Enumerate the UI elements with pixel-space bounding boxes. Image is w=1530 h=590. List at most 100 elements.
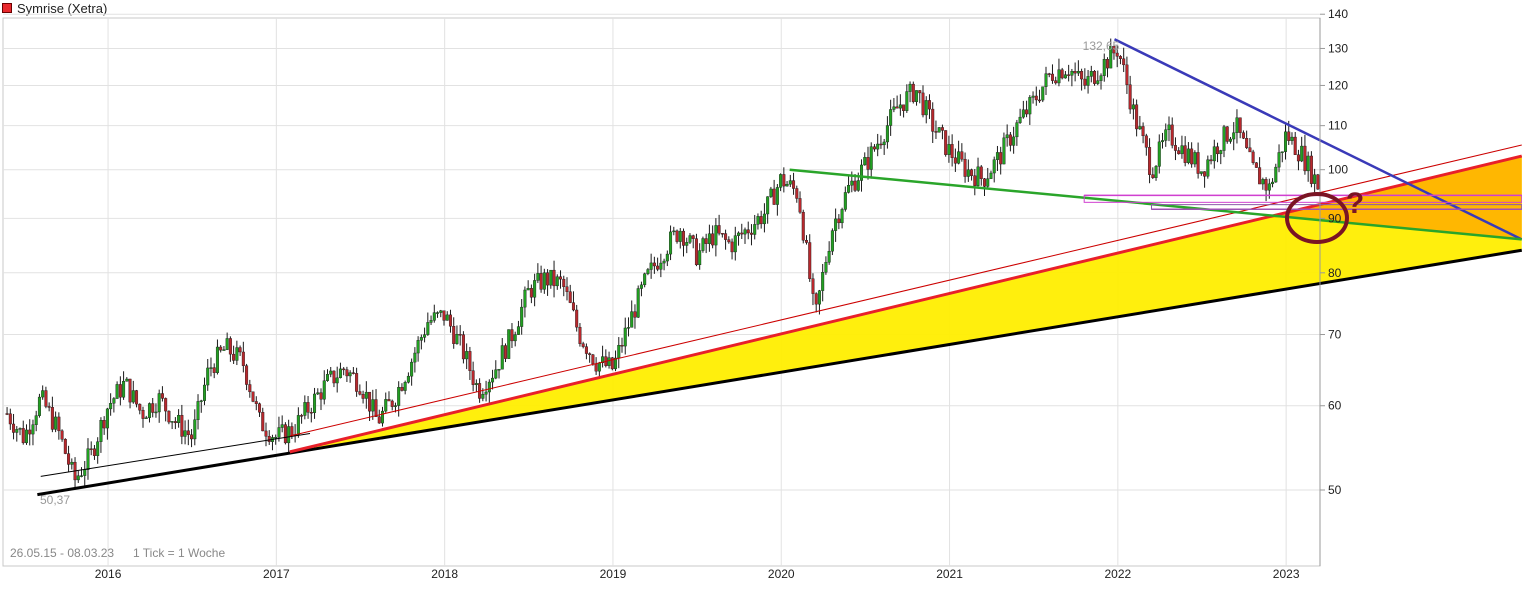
candle-body [105, 408, 109, 429]
candle-body [258, 403, 262, 413]
candle-body [290, 426, 294, 436]
candle-body [448, 314, 452, 327]
candle-body [526, 288, 530, 291]
candle-body [688, 235, 692, 243]
candle-body [115, 384, 119, 399]
candle-body [63, 439, 67, 454]
candle-body [989, 172, 993, 179]
candle-body [691, 235, 695, 239]
candle-body [1031, 95, 1035, 98]
candle-body [338, 368, 342, 379]
candle-body [707, 233, 711, 244]
candle-body [1144, 135, 1148, 148]
x-tick-label: 2023 [1273, 567, 1300, 581]
candle-body [474, 383, 478, 385]
candle-body [1138, 126, 1142, 130]
candle-body [154, 411, 158, 414]
candle-body [966, 169, 970, 177]
candle-body [882, 141, 886, 146]
candle-body [429, 320, 433, 323]
candle-body [1076, 71, 1080, 74]
candle-body [727, 239, 731, 243]
candle-body [452, 326, 456, 344]
candle-body [1057, 69, 1061, 84]
candle-body [1135, 104, 1139, 130]
candle-body [769, 188, 773, 197]
candle-body [1303, 145, 1307, 172]
candle-body [1280, 151, 1284, 153]
candle-body [34, 415, 38, 425]
candle-body [306, 402, 310, 413]
candle-body [1025, 109, 1029, 115]
candle-body [1225, 126, 1229, 142]
candle-body [261, 412, 265, 432]
candle-body [468, 351, 472, 371]
candle-body [319, 392, 323, 400]
candle-body [704, 238, 708, 244]
candle-body [264, 430, 268, 437]
support-band [1151, 204, 1522, 210]
candle-body [850, 180, 854, 186]
candle-body [423, 334, 427, 338]
candle-body [737, 232, 741, 236]
y-tick-label: 110 [1328, 119, 1347, 133]
candle-body [795, 188, 799, 199]
candle-body [193, 419, 197, 440]
candle-body [1190, 148, 1194, 165]
candle-body [1203, 171, 1207, 177]
candle-body [303, 402, 307, 416]
candle-body [1128, 84, 1132, 110]
candle-body [947, 144, 951, 155]
candle-body [555, 276, 559, 287]
candle-body [578, 326, 582, 344]
candle-body [248, 384, 252, 393]
candle-body [377, 416, 381, 424]
candle-body [70, 461, 74, 465]
candle-body [15, 429, 19, 433]
candle-body [1044, 73, 1048, 87]
y-tick-label: 130 [1328, 41, 1348, 55]
trendline-support-black [37, 248, 1522, 497]
candle-body [1167, 124, 1171, 130]
candle-body [756, 216, 760, 225]
candle-body [1151, 174, 1155, 178]
series-color-swatch [2, 3, 12, 13]
candle-body [1012, 136, 1016, 146]
y-tick-label: 60 [1328, 399, 1342, 413]
candle-body [1122, 58, 1126, 66]
candle-body [1050, 73, 1054, 81]
candle-body [57, 416, 61, 432]
candle-body [571, 302, 575, 311]
candle-body [834, 218, 838, 231]
candle-body [461, 334, 465, 360]
y-tick-label: 90 [1328, 211, 1342, 225]
candle-body [1131, 104, 1135, 110]
candle-body [1261, 179, 1265, 185]
chart-title: Symrise (Xetra) [17, 0, 108, 16]
candle-body [1235, 117, 1239, 133]
candle-body [1028, 97, 1032, 115]
candle-body [296, 415, 300, 435]
candle-body [766, 196, 770, 215]
candle-body [814, 293, 818, 305]
candle-body [817, 290, 821, 305]
candle-body [316, 392, 320, 395]
candle-body [711, 233, 715, 246]
candle-body [798, 198, 802, 213]
y-tick-label: 70 [1328, 328, 1342, 342]
candle-body [235, 347, 239, 361]
candle-body [128, 378, 132, 403]
candle-body [924, 100, 928, 116]
candle-body [400, 387, 404, 391]
candle-body [636, 288, 640, 318]
candle-body [720, 233, 724, 235]
candle-body [995, 152, 999, 160]
candle-body [41, 390, 45, 398]
candle-body [206, 367, 210, 386]
candle-body [659, 262, 663, 270]
candle-body [753, 224, 757, 235]
candle-body [1277, 152, 1281, 168]
candle-body [37, 396, 41, 416]
candle-body [1254, 162, 1258, 168]
candle-body [1222, 126, 1226, 151]
